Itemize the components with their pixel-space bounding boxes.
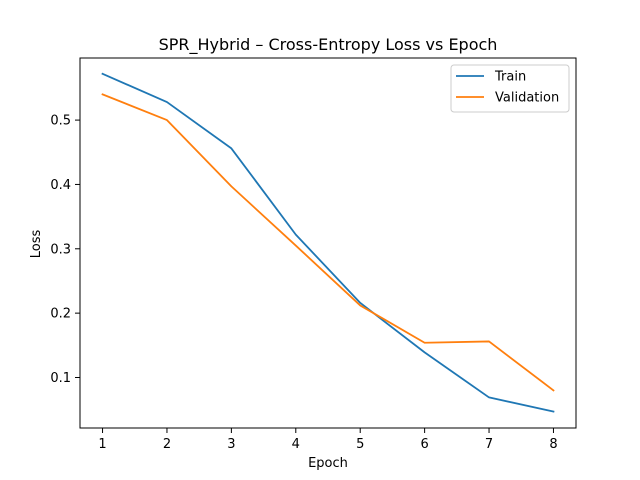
series-layer <box>101 72 555 413</box>
y-axis-label: Loss <box>29 230 44 259</box>
series-line-validation <box>101 93 555 392</box>
legend-items: Train Validation <box>456 70 559 106</box>
legend: Train Validation <box>450 64 570 113</box>
x-tick-label: 2 <box>163 437 171 452</box>
x-tick-label: 6 <box>420 437 428 452</box>
x-tick-label: 3 <box>227 437 235 452</box>
x-tick-label: 1 <box>98 437 106 452</box>
y-tick-label: 0.3 <box>50 242 71 257</box>
plot-frame <box>79 57 577 429</box>
y-tick-label: 0.1 <box>50 371 71 386</box>
legend-label-validation: Validation <box>495 91 559 106</box>
legend-label-train: Train <box>494 70 526 85</box>
plot-area <box>80 58 576 428</box>
chart-title: SPR_Hybrid – Cross-Entropy Loss vs Epoch <box>159 35 498 55</box>
y-tick-label: 0.4 <box>50 178 71 193</box>
x-tick-label: 8 <box>549 437 557 452</box>
y-tick-label: 0.2 <box>50 307 71 322</box>
x-axis-ticks: 1 2 3 4 5 6 7 8 <box>98 428 558 452</box>
x-axis-label: Epoch <box>308 456 348 471</box>
x-tick-label: 5 <box>356 437 364 452</box>
x-tick-label: 4 <box>292 437 300 452</box>
y-tick-label: 0.5 <box>50 114 71 129</box>
y-axis-ticks: 0.1 0.2 0.3 0.4 0.5 <box>50 114 80 386</box>
series-line-train <box>101 72 555 413</box>
x-tick-label: 7 <box>485 437 493 452</box>
